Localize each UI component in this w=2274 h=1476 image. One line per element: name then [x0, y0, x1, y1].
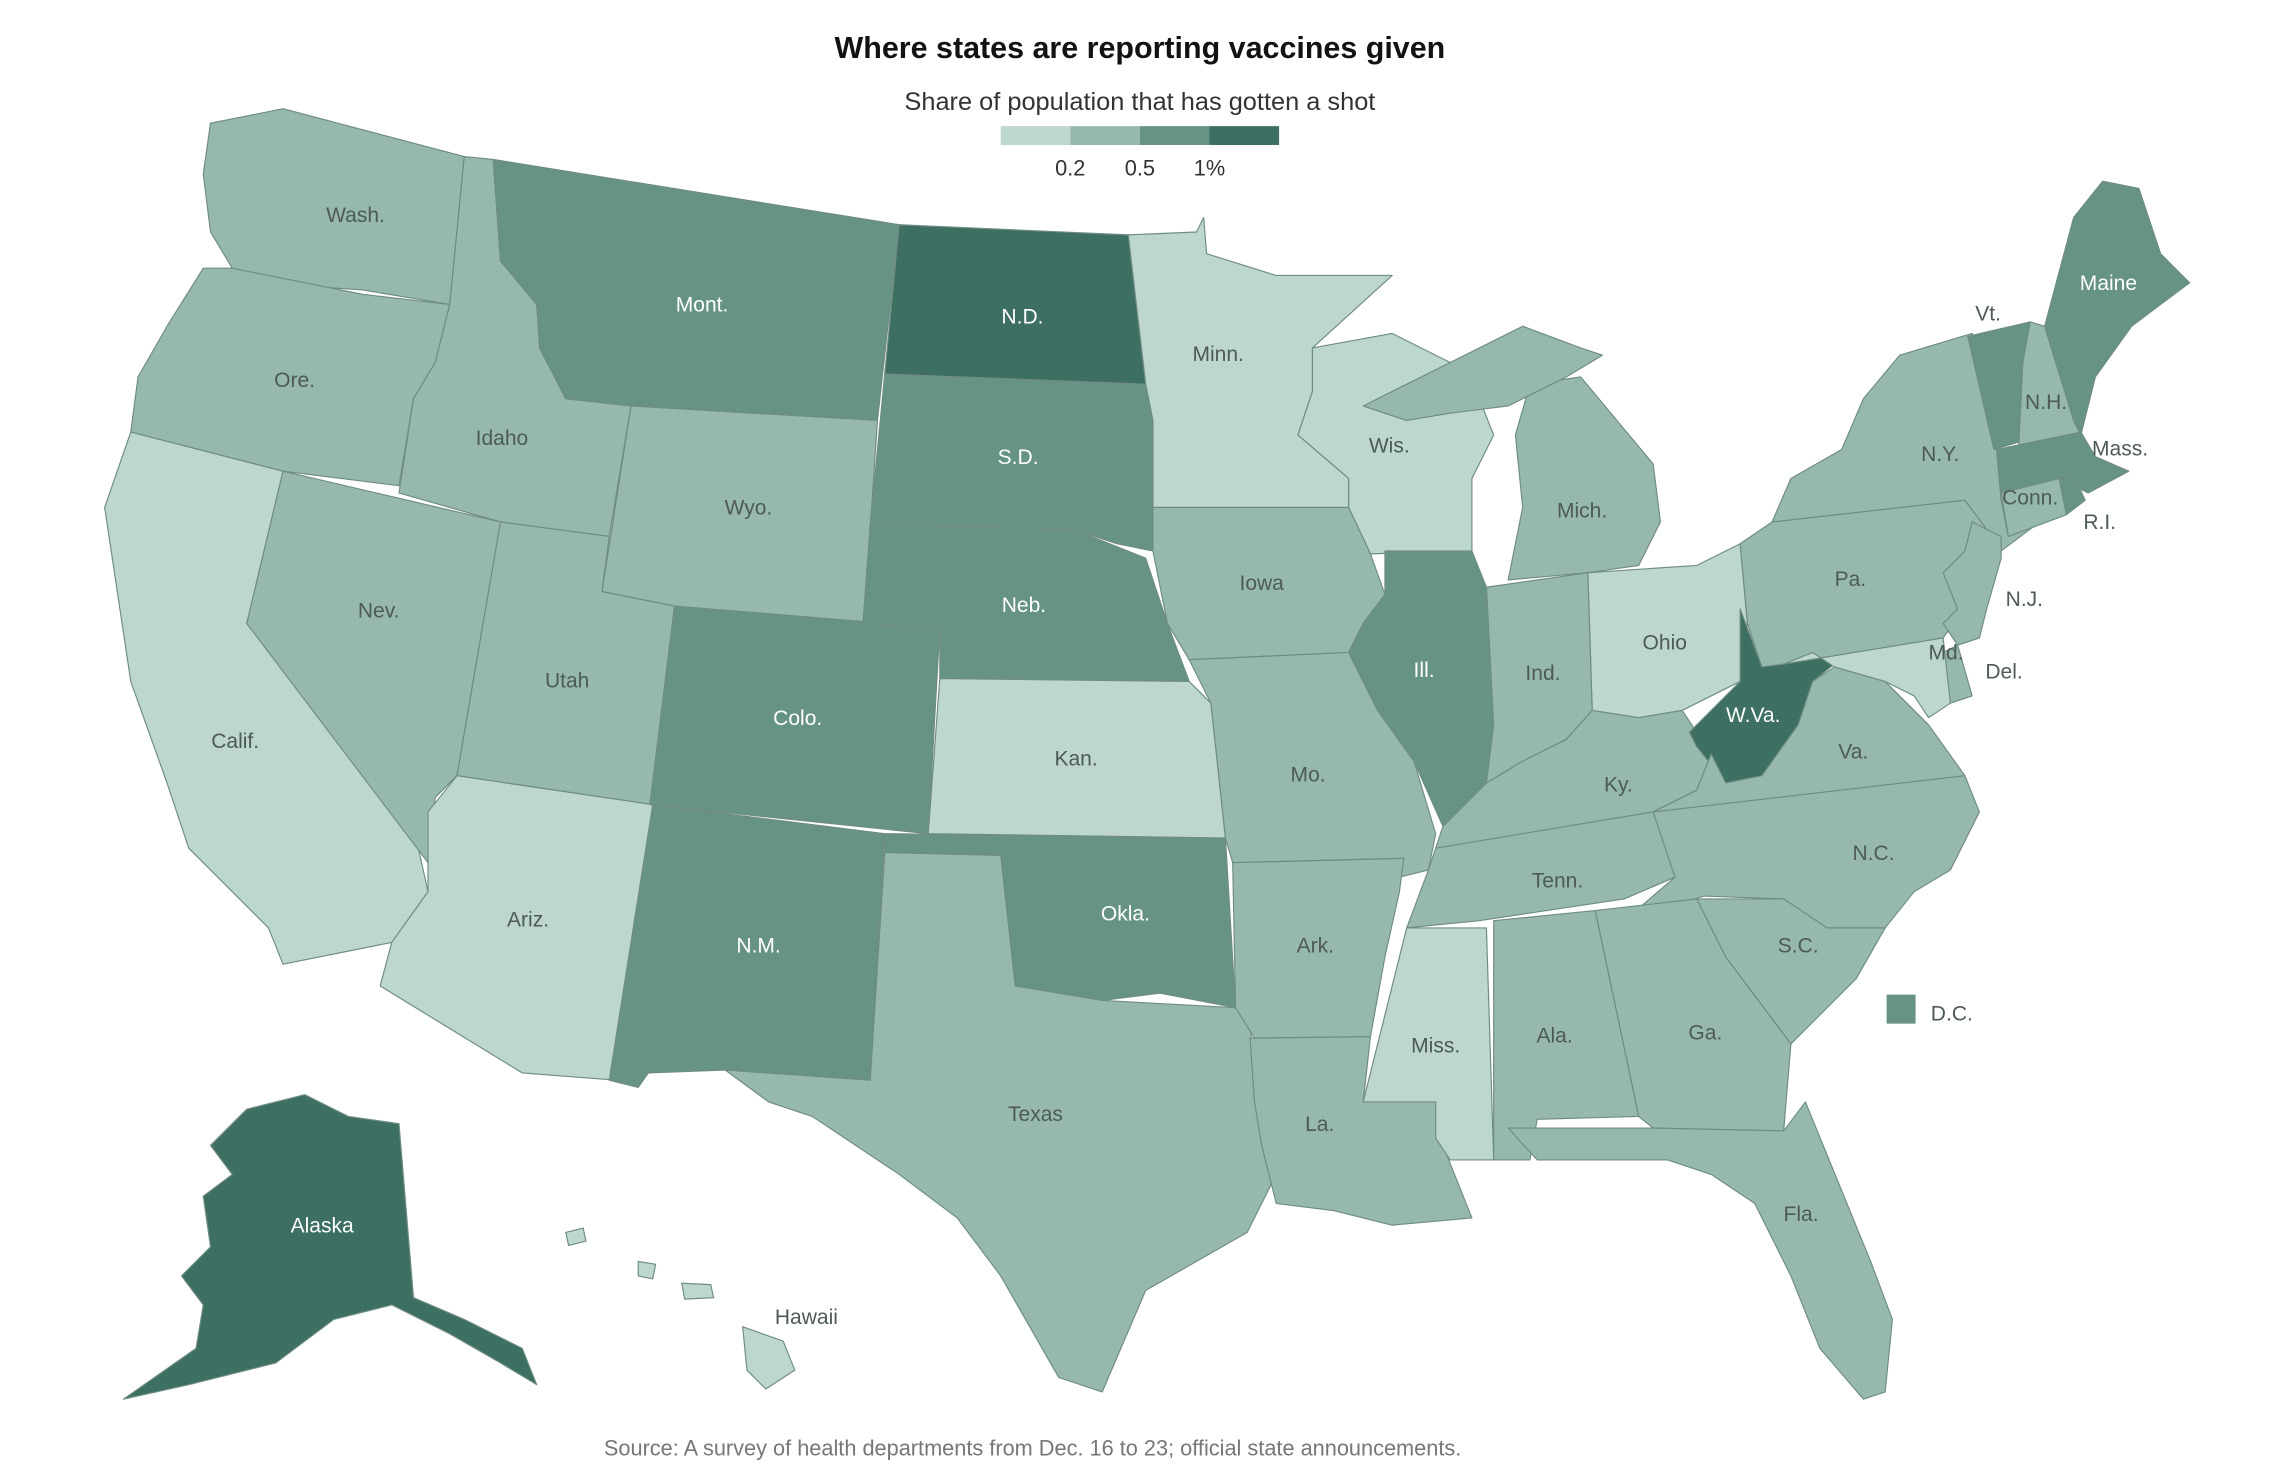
state-ga	[1594, 898, 1792, 1132]
state-label-wy: Wyo.	[725, 497, 773, 520]
dc-swatch	[1886, 994, 1916, 1024]
state-label-fl: Fla.	[1784, 1203, 1819, 1226]
state-label-ak: Alaska	[291, 1214, 354, 1237]
state-label-pa: Pa.	[1835, 568, 1867, 591]
state-label-ky: Ky.	[1604, 774, 1633, 797]
state-label-id: Idaho	[476, 427, 529, 450]
state-la	[1249, 1036, 1473, 1226]
state-label-ks: Kan.	[1054, 748, 1097, 771]
state-label-or: Ore.	[274, 369, 315, 392]
state-label-nj: N.J.	[2006, 588, 2043, 611]
state-mi	[1507, 376, 1661, 581]
state-label-sd: S.D.	[998, 446, 1039, 469]
state-label-tn: Tenn.	[1532, 869, 1583, 892]
state-label-ga: Ga.	[1688, 1022, 1722, 1045]
legend-swatch-2	[1070, 126, 1140, 145]
state-nm	[608, 804, 886, 1089]
state-label-vt: Vt.	[1975, 302, 2001, 325]
state-ar	[1232, 857, 1405, 1039]
state-label-ok: Okla.	[1101, 903, 1150, 926]
state-hi	[637, 1260, 657, 1280]
state-label-co: Colo.	[773, 707, 822, 730]
state-label-wv: W.Va.	[1726, 704, 1781, 727]
map-subtitle: Share of population that has gotten a sh…	[904, 88, 1375, 116]
state-label-mi: Mich.	[1557, 500, 1607, 523]
legend-swatch-1	[1000, 126, 1071, 145]
state-label-ny: N.Y.	[1921, 443, 1959, 466]
state-label-sc: S.C.	[1778, 935, 1819, 958]
state-label-al: Ala.	[1536, 1024, 1572, 1047]
state-label-oh: Ohio	[1643, 632, 1687, 655]
state-label-nv: Nev.	[358, 600, 400, 623]
state-label-ct: Conn.	[2002, 487, 2058, 510]
labels-layer: Wash. Ore. Calif. Idaho Nev. Mont. Wyo. Utah Ari…	[211, 204, 2148, 1329]
state-label-wa: Wash.	[326, 204, 385, 227]
state-label-ri: R.I.	[2083, 511, 2116, 534]
state-label-mn: Minn.	[1192, 343, 1243, 366]
map-title: Where states are reporting vaccines give…	[835, 31, 1446, 65]
state-label-hi: Hawaii	[775, 1306, 838, 1329]
state-mi	[1362, 325, 1603, 422]
state-label-nd: N.D.	[1001, 305, 1043, 328]
state-label-tx: Texas	[1008, 1103, 1063, 1126]
state-label-va: Va.	[1838, 740, 1868, 763]
legend-tick: 1%	[1194, 155, 1225, 180]
state-hi	[742, 1326, 796, 1390]
source-note: Source: A survey of health departments f…	[604, 1436, 1461, 1461]
state-label-dc: D.C.	[1931, 1003, 1973, 1026]
state-label-nm: N.M.	[736, 935, 780, 958]
state-label-ms: Miss.	[1411, 1035, 1460, 1058]
legend-swatch-3	[1139, 126, 1210, 145]
state-label-ne: Neb.	[1002, 594, 1046, 617]
states-layer	[104, 108, 2191, 1400]
state-label-md: Md.	[1929, 642, 1964, 665]
legend-swatch-4	[1209, 126, 1280, 145]
state-label-ut: Utah	[545, 669, 589, 692]
state-al	[1493, 909, 1640, 1161]
state-ak	[122, 1094, 538, 1400]
state-or	[130, 267, 451, 487]
state-hi	[681, 1282, 715, 1300]
state-mt	[492, 158, 900, 422]
state-label-ca: Calif.	[211, 730, 259, 753]
state-label-la: La.	[1305, 1113, 1334, 1136]
legend-tick: 0.2	[1055, 155, 1085, 180]
state-ri	[2058, 474, 2086, 516]
state-label-ma: Mass.	[2092, 437, 2148, 460]
state-label-nc: N.C.	[1853, 842, 1895, 865]
state-me	[2044, 180, 2191, 436]
state-label-mt: Mont.	[676, 294, 729, 317]
state-ms	[1362, 927, 1495, 1161]
state-md	[1783, 637, 1951, 719]
state-fl	[1507, 1101, 1893, 1400]
state-label-az: Ariz.	[507, 908, 549, 931]
state-label-mo: Mo.	[1291, 763, 1326, 786]
state-label-ar: Ark.	[1297, 935, 1334, 958]
legend-tick: 0.5	[1125, 155, 1155, 180]
state-label-nh: N.H.	[2025, 391, 2067, 414]
state-hi	[565, 1227, 587, 1247]
state-label-ia: Iowa	[1239, 572, 1284, 595]
state-label-il: Ill.	[1414, 659, 1435, 682]
state-label-de: Del.	[1985, 661, 2022, 684]
state-label-wi: Wis.	[1369, 434, 1410, 457]
state-il	[1348, 550, 1495, 828]
state-label-in: Ind.	[1525, 662, 1560, 685]
state-tx	[724, 851, 1277, 1393]
legend: 0.2 0.5 1%	[1000, 126, 1280, 180]
state-label-me: Maine	[2080, 272, 2137, 295]
